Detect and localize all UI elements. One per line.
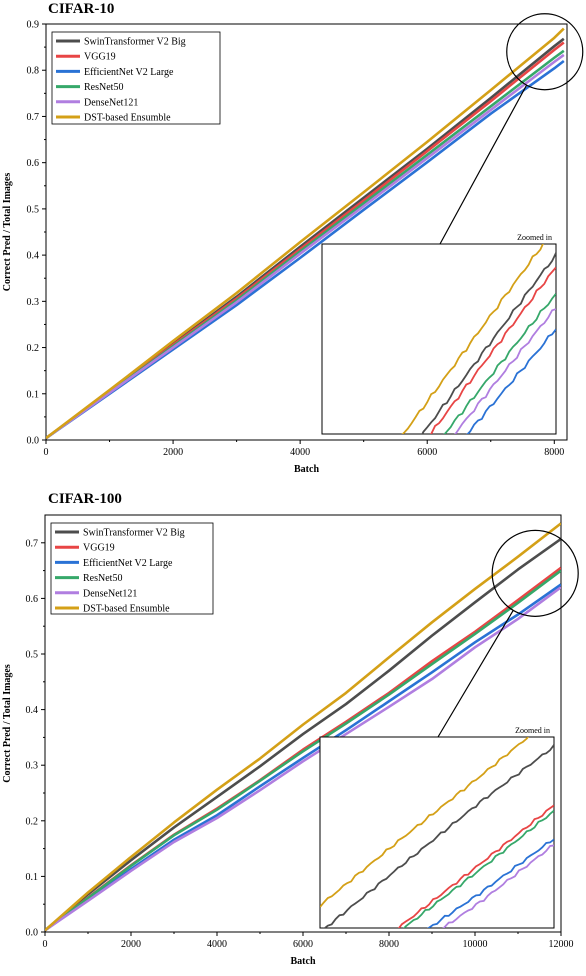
series-group — [46, 27, 565, 440]
y-tick-label: 0.2 — [26, 816, 39, 827]
y-tick-label: 0.6 — [27, 158, 40, 169]
series-line-dst-based-ensumble — [45, 522, 561, 932]
x-tick-label: 2000 — [163, 447, 183, 458]
y-tick-label: 0.5 — [27, 204, 40, 215]
y-tick-label: 0.9 — [27, 20, 40, 31]
zoom-inset: Zoomed in — [321, 233, 557, 435]
chart-title: CIFAR-100 — [48, 491, 122, 507]
inset-series-line-densenet121 — [442, 844, 554, 928]
y-axis-label: Correct Pred / Total Images — [2, 664, 13, 783]
zoom-circle — [506, 13, 584, 91]
legend: SwinTransformer V2 Big VGG19 EfficientNet … — [51, 31, 221, 125]
inset-label: Zoomed in — [517, 233, 552, 242]
x-tick-label: 10000 — [463, 939, 488, 950]
inset-series-group — [320, 737, 554, 928]
inset-series-line-efficientnet-v2-large — [466, 328, 556, 434]
inset-series-line-resnet50 — [443, 293, 556, 434]
zoom-inset: Zoomed in — [319, 726, 555, 929]
legend-label-densenet121: DenseNet121 — [84, 97, 138, 108]
legend-label-swintransformer-v2-big: SwinTransformer V2 Big — [84, 37, 186, 48]
y-tick-label: 0.0 — [27, 436, 40, 447]
inset-series-group — [401, 244, 556, 434]
inset-series-line-swintransformer-v2-big — [421, 252, 556, 434]
series-line-densenet121 — [45, 586, 561, 932]
y-tick-label: 0.8 — [27, 66, 40, 77]
zoom-connector — [437, 610, 514, 738]
y-tick-label: 0.7 — [27, 112, 40, 123]
zoom-connector — [439, 84, 528, 245]
x-tick-label: 0 — [44, 447, 49, 458]
series-line-densenet121 — [46, 53, 565, 440]
inset-series-line-vgg19 — [430, 266, 556, 434]
series-line-dst-based-ensumble — [46, 27, 565, 440]
legend-label-efficientnet-v2-large: EfficientNet V2 Large — [84, 67, 174, 78]
y-axis-label: Correct Pred / Total Images — [2, 173, 13, 292]
y-tick-label: 0.7 — [26, 538, 39, 549]
series-line-swintransformer-v2-big — [45, 537, 561, 932]
inset-series-line-densenet121 — [454, 308, 556, 434]
legend-label-swintransformer-v2-big: SwinTransformer V2 Big — [83, 528, 185, 539]
cifar100-chart: CIFAR-100 0 2000 4000 6000 8000 10000 12000 0.0 0… — [2, 491, 579, 967]
x-tick-label: 8000 — [379, 939, 399, 950]
legend-label-vgg19: VGG19 — [83, 543, 115, 554]
legend-box — [50, 522, 214, 615]
inset-series-line-dst-based-ensumble — [401, 244, 544, 434]
inset-series-line-resnet50 — [402, 809, 554, 928]
y-tick-label: 0.1 — [27, 389, 40, 400]
legend-label-vgg19: VGG19 — [84, 52, 116, 63]
inset-series-line-swintransformer-v2-big — [323, 744, 554, 928]
inset-series-line-efficientnet-v2-large — [427, 838, 554, 928]
x-tick-label: 6000 — [417, 447, 437, 458]
y-tick-label: 0.0 — [26, 928, 39, 939]
inset-label: Zoomed in — [515, 726, 550, 735]
series-line-efficientnet-v2-large — [45, 583, 561, 932]
series-group — [45, 522, 561, 932]
y-tick-label: 0.6 — [26, 594, 39, 605]
legend: SwinTransformer V2 Big VGG19 EfficientNet … — [50, 522, 214, 615]
legend-box — [51, 31, 221, 125]
x-tick-label: 4000 — [207, 939, 227, 950]
inset-frame — [321, 243, 557, 435]
chart-title: CIFAR-10 — [48, 1, 114, 17]
x-axis-label: Batch — [291, 956, 316, 967]
x-tick-label: 2000 — [121, 939, 141, 950]
x-tick-label: 6000 — [293, 939, 313, 950]
x-tick-label: 0 — [43, 939, 48, 950]
x-axis-label: Batch — [294, 464, 319, 475]
cifar10-chart: CIFAR-10 0 2000 4000 6000 8000 0.0 0.1 0.2 0.3 0.4… — [2, 1, 584, 475]
y-tick-label: 0.2 — [27, 343, 40, 354]
y-tick-label: 0.1 — [26, 872, 39, 883]
inset-series-line-dst-based-ensumble — [320, 737, 529, 908]
legend-label-densenet121: DenseNet121 — [83, 588, 137, 599]
x-tick-label: 12000 — [549, 939, 574, 950]
y-tick-label: 0.3 — [27, 297, 40, 308]
y-tick-label: 0.4 — [26, 705, 39, 716]
legend-label-dst-based-ensumble: DST-based Ensumble — [84, 113, 171, 124]
series-line-resnet50 — [45, 569, 561, 932]
legend-label-dst-based-ensumble: DST-based Ensumble — [83, 604, 170, 615]
y-tick-label: 0.4 — [27, 251, 40, 262]
x-tick-label: 8000 — [544, 447, 564, 458]
x-tick-label: 4000 — [290, 447, 310, 458]
legend-label-resnet50: ResNet50 — [83, 573, 122, 584]
y-tick-label: 0.3 — [26, 761, 39, 772]
inset-series-line-vgg19 — [397, 804, 554, 928]
legend-label-efficientnet-v2-large: EfficientNet V2 Large — [83, 558, 173, 569]
zoom-circle — [491, 529, 579, 617]
inset-frame — [319, 736, 555, 929]
y-tick-label: 0.5 — [26, 650, 39, 661]
legend-label-resnet50: ResNet50 — [84, 82, 123, 93]
